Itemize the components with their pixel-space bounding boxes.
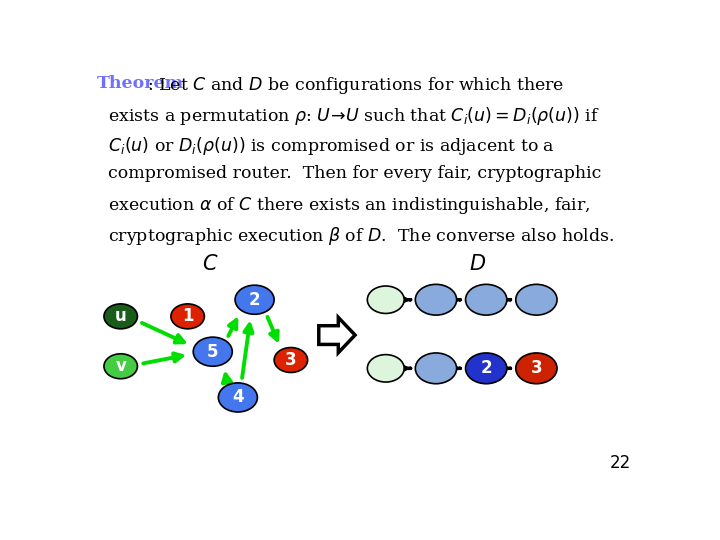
- Text: 1: 1: [182, 307, 194, 326]
- Circle shape: [415, 353, 456, 384]
- Text: compromised router.  Then for every fair, cryptographic: compromised router. Then for every fair,…: [96, 165, 601, 182]
- Text: $D$: $D$: [469, 254, 486, 274]
- Circle shape: [466, 285, 507, 315]
- Text: 4: 4: [232, 388, 243, 407]
- Circle shape: [367, 355, 404, 382]
- Text: : Let $C$ and $D$ be configurations for which there: : Let $C$ and $D$ be configurations for …: [147, 75, 564, 96]
- Text: 2: 2: [249, 291, 261, 309]
- Circle shape: [235, 285, 274, 314]
- Text: v: v: [115, 357, 126, 375]
- Text: $C_i(u)$ or $D_i(\rho(u))$ is compromised or is adjacent to a: $C_i(u)$ or $D_i(\rho(u))$ is compromise…: [96, 135, 554, 157]
- Circle shape: [516, 285, 557, 315]
- Circle shape: [367, 286, 404, 313]
- Text: 3: 3: [285, 351, 297, 369]
- Text: 3: 3: [531, 359, 542, 377]
- Text: 2: 2: [480, 359, 492, 377]
- Circle shape: [193, 337, 233, 366]
- Text: execution $\alpha$ of $C$ there exists an indistinguishable, fair,: execution $\alpha$ of $C$ there exists a…: [96, 195, 590, 216]
- Text: cryptographic execution $\beta$ of $D$.  The converse also holds.: cryptographic execution $\beta$ of $D$. …: [96, 225, 614, 247]
- Circle shape: [218, 383, 258, 412]
- Text: u: u: [114, 307, 127, 326]
- Text: 22: 22: [610, 454, 631, 472]
- Circle shape: [415, 285, 456, 315]
- Circle shape: [274, 348, 307, 373]
- FancyArrow shape: [319, 318, 355, 353]
- Text: 5: 5: [207, 343, 218, 361]
- Text: $C$: $C$: [202, 254, 218, 274]
- Circle shape: [171, 304, 204, 329]
- Text: exists a permutation $\rho$: $U\!\rightarrow\!U$ such that $C_i(u) = D_i(\rho(u): exists a permutation $\rho$: $U\!\righta…: [96, 105, 600, 127]
- Circle shape: [104, 304, 138, 329]
- Circle shape: [466, 353, 507, 384]
- Circle shape: [104, 354, 138, 379]
- Text: Theorem: Theorem: [96, 75, 184, 92]
- Circle shape: [516, 353, 557, 384]
